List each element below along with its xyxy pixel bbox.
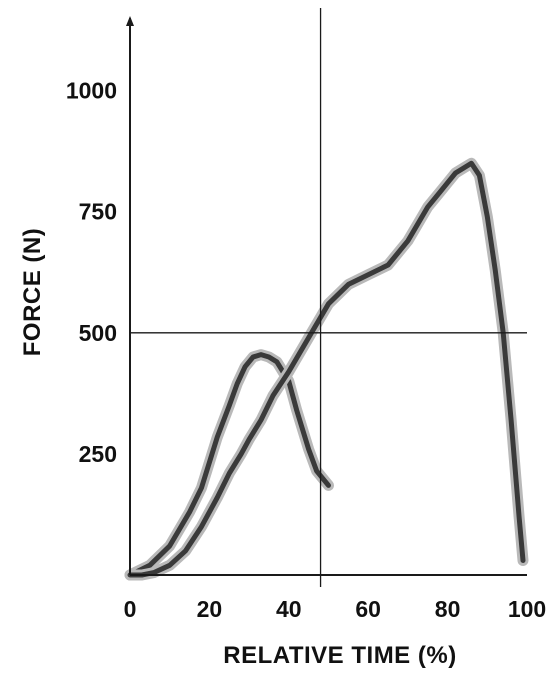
x-tick-label: 20 — [197, 596, 223, 622]
y-axis-arrowhead — [126, 16, 134, 26]
y-tick-label: 750 — [79, 199, 117, 225]
x-tick-labels: 0 20 40 60 80 100 — [124, 596, 547, 622]
x-tick-label: 0 — [124, 596, 137, 622]
y-tick-labels: 250 500 750 1000 — [66, 78, 117, 467]
x-tick-label: 40 — [276, 596, 302, 622]
y-tick-label: 1000 — [66, 78, 117, 104]
x-tick-label: 80 — [435, 596, 461, 622]
series-2-line — [127, 160, 526, 578]
y-tick-label: 250 — [79, 441, 117, 467]
y-tick-label: 500 — [79, 320, 117, 346]
series-layer — [124, 157, 529, 581]
series-1-line — [127, 352, 331, 578]
x-tick-label: 60 — [355, 596, 381, 622]
x-tick-label: 100 — [508, 596, 546, 622]
x-axis-title: RELATIVE TIME (%) — [223, 642, 456, 669]
y-axis-title: FORCE (N) — [19, 228, 46, 356]
